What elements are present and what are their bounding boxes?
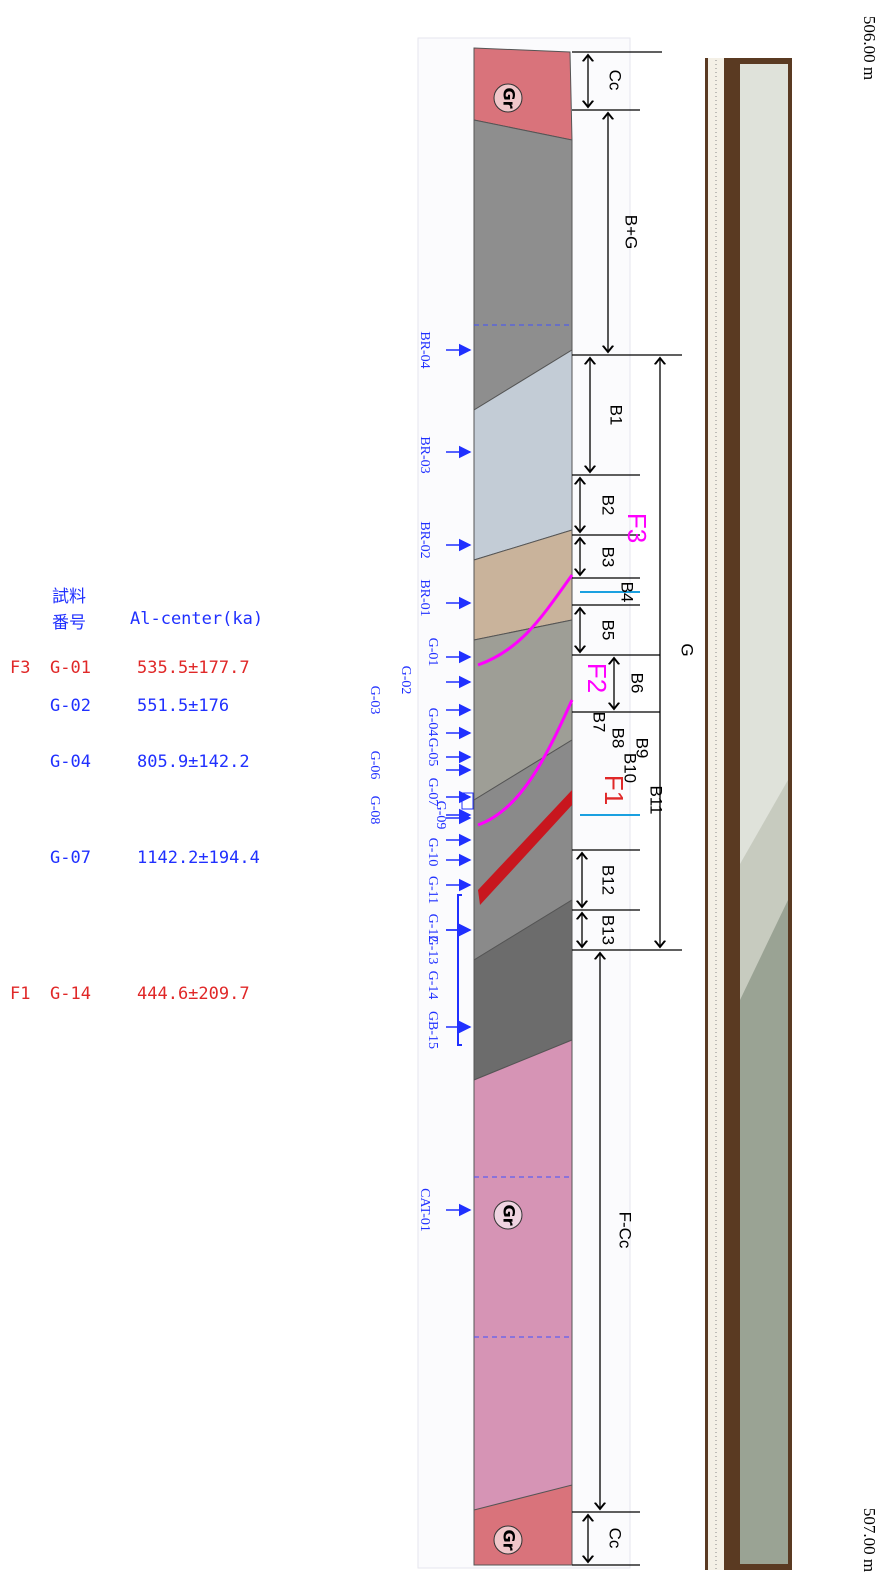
row-age: 444.6±209.7 <box>137 984 250 1004</box>
core-photo <box>705 58 792 1570</box>
row-fault: F3 <box>10 658 30 678</box>
sample-label: G-04 <box>425 708 440 737</box>
sample-label: BR-04 <box>417 331 432 368</box>
sample-label: BR-02 <box>417 521 432 558</box>
row-sample: G-01 <box>50 658 91 678</box>
unit-label: B5 <box>599 620 618 641</box>
header-sample: 試料番号 <box>52 587 86 633</box>
sample-label: GB-15 <box>425 1011 440 1049</box>
unit-label: B8 <box>609 728 628 749</box>
sample-label: CAT-01 <box>417 1188 432 1232</box>
sample-label: G-08 <box>367 796 382 825</box>
depth-bottom: 507.00 m <box>860 1508 879 1572</box>
sample-label: G-03 <box>367 686 382 715</box>
unit-label: B6 <box>628 673 647 694</box>
row-sample: G-02 <box>50 696 91 716</box>
row-age: 805.9±142.2 <box>137 752 250 772</box>
unit-label: Cc <box>606 1528 625 1549</box>
sample-label: G-06 <box>367 751 382 780</box>
fault-label: F2 <box>582 663 612 693</box>
row-sample: G-07 <box>50 848 91 868</box>
row-age: 551.5±176 <box>137 696 229 716</box>
unit-label: B13 <box>599 915 618 945</box>
row-sample: G-14 <box>50 984 91 1004</box>
depth-top: 506.00 m <box>860 16 879 80</box>
rock-label: Gr <box>500 87 519 108</box>
sample-label: G-09 <box>433 801 448 830</box>
row-sample: G-04 <box>50 752 91 772</box>
sample-label: G-14 <box>425 971 440 1000</box>
sample-label: G-01 <box>425 638 440 667</box>
fault-label: F3 <box>622 513 652 543</box>
row-age: 535.5±177.7 <box>137 658 250 678</box>
header-age: Al-center(ka) <box>130 609 263 629</box>
unit-label: B1 <box>607 405 626 426</box>
core-log: 試料番号 Al-center(ka) 506.00 m 507.00 m F3 G… <box>0 0 888 1573</box>
unit-label: Cc <box>606 70 625 91</box>
fault-label: F1 <box>599 775 629 805</box>
sample-label: BR-03 <box>417 436 432 473</box>
unit-label: B+G <box>622 215 641 250</box>
sample-label: G-10 <box>425 838 440 867</box>
rock-label: Gr <box>500 1204 519 1225</box>
unit-label: B11 <box>647 786 666 815</box>
rock-label: Gr <box>500 1529 519 1550</box>
sample-label: G-02 <box>398 666 413 695</box>
row-fault: F1 <box>10 984 30 1004</box>
unit-label: B3 <box>599 547 618 568</box>
unit-label: B7 <box>590 712 609 733</box>
unit-label: B2 <box>599 495 618 516</box>
unit-label: F-Cc <box>616 1212 635 1249</box>
sample-label: G-05 <box>425 738 440 767</box>
row-age: 1142.2±194.4 <box>137 848 260 868</box>
sample-label: G-13 <box>425 936 440 965</box>
sample-label: G-11 <box>425 876 440 904</box>
unit-label: B4 <box>618 582 637 603</box>
unit-label: G <box>678 643 697 656</box>
core-sketch <box>458 48 572 1565</box>
unit-label: B12 <box>599 865 618 895</box>
sample-label: BR-01 <box>417 579 432 616</box>
